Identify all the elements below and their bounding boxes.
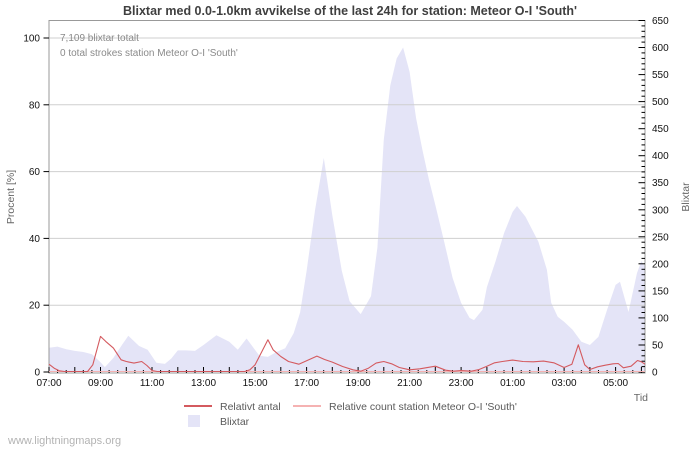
- x-tick-label: 01:00: [500, 378, 525, 389]
- right-tick-label: 300: [652, 205, 669, 216]
- right-tick-label: 550: [652, 70, 669, 81]
- right-tick-label: 350: [652, 178, 669, 189]
- x-tick-label: 13:00: [191, 378, 216, 389]
- x-tick-label: 05:00: [603, 378, 628, 389]
- left-tick-label: 40: [29, 234, 41, 245]
- right-tick-label: 50: [652, 341, 664, 352]
- relativt-antal-line-series: [48, 335, 646, 373]
- chart-title: Blixtar med 0.0-1.0km avvikelse of the l…: [123, 4, 577, 18]
- right-tick-label: 150: [652, 286, 669, 297]
- x-tick-label: 23:00: [449, 378, 474, 389]
- right-tick-label: 100: [652, 313, 669, 324]
- x-tick-label: 15:00: [243, 378, 268, 389]
- right-tick-label: 500: [652, 97, 669, 108]
- legend-label-blixtar: Blixtar: [220, 416, 250, 428]
- right-tick-label: 0: [652, 368, 658, 379]
- x-tick-label: 21:00: [397, 378, 422, 389]
- left-tick-label: 0: [34, 368, 40, 379]
- axes-and-ticks: 07:00 09:00 11:00 13:00 15:00 17:00 19:00 21:00…: [23, 16, 669, 389]
- right-tick-label: 650: [652, 16, 669, 27]
- x-tick-label: 03:00: [552, 378, 577, 389]
- relativt-antal-line-path: [48, 335, 646, 373]
- legend: Relativt antal Relative count station Me…: [184, 401, 517, 428]
- right-tick-label: 250: [652, 232, 669, 243]
- station-strokes-annotation: 0 total strokes station Meteor O-I 'Sout…: [60, 48, 238, 59]
- left-tick-label: 100: [23, 34, 40, 45]
- x-tick-label: 11:00: [140, 378, 165, 389]
- right-tick-label: 200: [652, 259, 669, 270]
- watermark: www.lightningmaps.org: [7, 435, 121, 447]
- total-strikes-annotation: 7,109 blixtar totalt: [60, 33, 139, 44]
- left-axis-label: Procent [%]: [5, 170, 17, 224]
- x-axis-label: Tid: [634, 392, 648, 404]
- x-tick-label: 19:00: [346, 378, 371, 389]
- gridlines: [49, 37, 645, 306]
- right-tick-label: 450: [652, 124, 669, 135]
- right-tick-label: 400: [652, 151, 669, 162]
- blixtar-area-series: [49, 47, 645, 372]
- legend-label-station: Relative count station Meteor O-I 'South…: [329, 401, 517, 413]
- plot-border: [48, 20, 646, 374]
- left-tick-label: 20: [29, 301, 41, 312]
- left-tick-label: 80: [29, 100, 41, 111]
- x-tick-label: 17:00: [294, 378, 319, 389]
- legend-label-relativt: Relativt antal: [220, 401, 281, 413]
- left-tick-label: 60: [29, 167, 41, 178]
- blixtar-area-path: [49, 47, 645, 372]
- legend-swatch-blixtar-area: [188, 415, 200, 427]
- x-tick-label: 07:00: [36, 378, 61, 389]
- right-axis-label: Blixtar: [680, 182, 692, 212]
- right-tick-label: 600: [652, 43, 669, 54]
- x-tick-label: 09:00: [88, 378, 113, 389]
